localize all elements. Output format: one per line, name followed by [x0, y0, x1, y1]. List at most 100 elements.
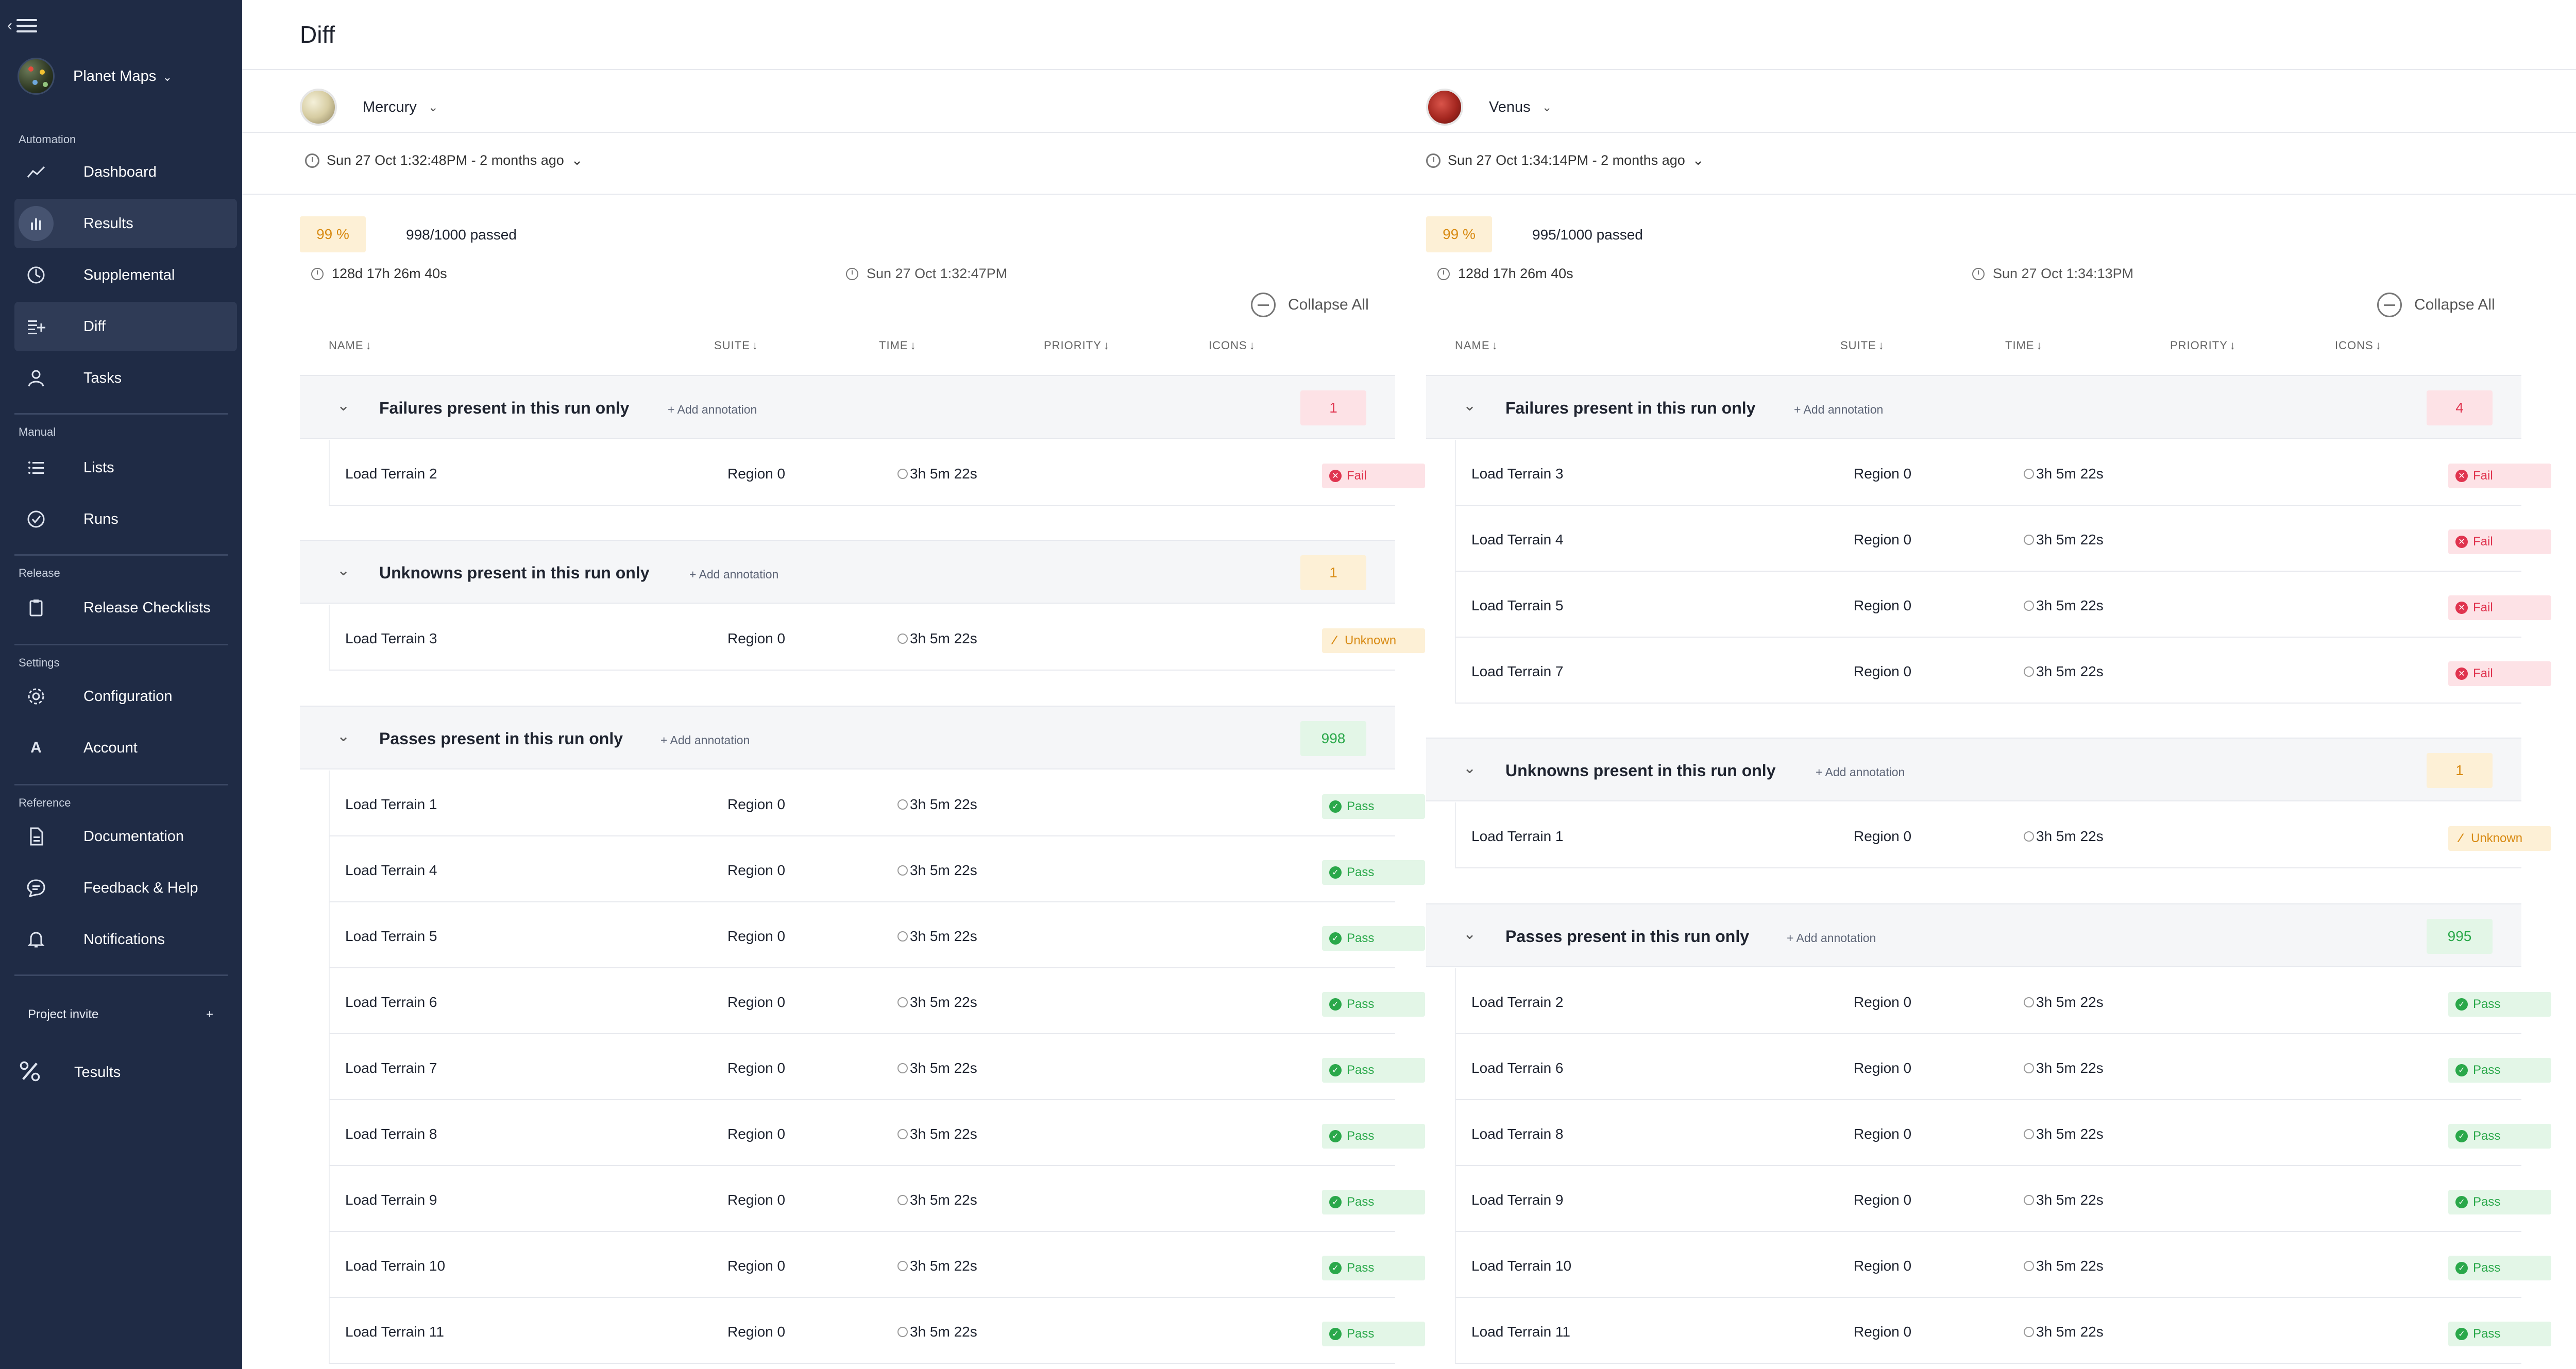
test-name[interactable]: Load Terrain 11 [345, 1324, 444, 1340]
sidebar-item-supplemental[interactable]: Supplemental [14, 250, 237, 300]
test-name[interactable]: Load Terrain 4 [1471, 532, 1564, 547]
test-name[interactable]: Load Terrain 1 [345, 796, 437, 812]
table-row[interactable]: Load Terrain 7 Region 0 3h 5m 22s ✓ Pass [329, 1034, 1425, 1100]
test-name[interactable]: Load Terrain 5 [345, 928, 437, 944]
test-name[interactable]: Load Terrain 11 [1471, 1324, 1570, 1340]
sidebar-toggle[interactable]: ‹ [7, 14, 43, 37]
chevron-down-icon[interactable]: ⌄ [1463, 760, 1477, 777]
table-row[interactable]: Load Terrain 1 Region 0 3h 5m 22s ✓ Pass [329, 771, 1425, 836]
collapse-all-button[interactable]: Collapse All [2377, 293, 2495, 317]
table-row[interactable]: Load Terrain 3 Region 0 3h 5m 22s ⁄ Unkno… [329, 605, 1425, 671]
gear-icon [14, 686, 58, 707]
group-title: Passes present in this run only [379, 729, 623, 748]
table-row[interactable]: Load Terrain 10 Region 0 3h 5m 22s ✓ Pass [329, 1232, 1425, 1298]
group-passes[interactable]: ⌄ Passes present in this run only + Add … [300, 706, 1395, 769]
run-selector[interactable]: Venus ⌄ [1426, 89, 1552, 126]
sidebar-item-feedback[interactable]: Feedback & Help [14, 863, 237, 913]
table-row[interactable]: Load Terrain 9 Region 0 3h 5m 22s ✓ Pass [329, 1166, 1425, 1232]
column-header-name[interactable]: NAME ↓ [1455, 339, 1498, 352]
sidebar-item-documentation[interactable]: Documentation [14, 812, 237, 861]
collapse-all-button[interactable]: Collapse All [1251, 293, 1369, 317]
sidebar-item-results[interactable]: Results [14, 199, 237, 248]
test-name[interactable]: Load Terrain 9 [1471, 1192, 1564, 1208]
test-name[interactable]: Load Terrain 10 [345, 1258, 446, 1274]
test-name[interactable]: Load Terrain 2 [345, 466, 437, 482]
sidebar-item-label: Diff [83, 318, 106, 335]
run-date-selector[interactable]: Sun 27 Oct 1:32:48PM - 2 months ago ⌄ [305, 152, 583, 168]
column-header-time[interactable]: TIME ↓ [2005, 339, 2043, 352]
group-failures[interactable]: ⌄ Failures present in this run only + Ad… [300, 375, 1395, 439]
test-name[interactable]: Load Terrain 9 [345, 1192, 437, 1208]
chevron-down-icon[interactable]: ⌄ [337, 397, 350, 414]
column-header-priority[interactable]: PRIORITY ↓ [2170, 339, 2236, 352]
chevron-down-icon[interactable]: ⌄ [1463, 926, 1477, 943]
sidebar-item-account[interactable]: A Account [14, 723, 237, 773]
sidebar-item-notifications[interactable]: Notifications [14, 915, 237, 964]
table-row[interactable]: Load Terrain 2 Region 0 3h 5m 22s ✕ Fail [329, 440, 1425, 506]
test-time: 3h 5m 22s [2036, 663, 2104, 679]
column-header-icons[interactable]: ICONS ↓ [2335, 339, 2382, 352]
chevron-down-icon[interactable]: ⌄ [337, 562, 350, 579]
test-name[interactable]: Load Terrain 1 [1471, 828, 1564, 844]
table-row[interactable]: Load Terrain 4 Region 0 3h 5m 22s ✕ Fail [1455, 506, 2551, 572]
column-header-time[interactable]: TIME ↓ [879, 339, 917, 352]
test-name[interactable]: Load Terrain 2 [1471, 994, 1564, 1010]
sidebar-item-configuration[interactable]: Configuration [14, 672, 237, 721]
group-unknowns[interactable]: ⌄ Unknowns present in this run only + Ad… [1426, 738, 2521, 801]
column-header-icons[interactable]: ICONS ↓ [1209, 339, 1256, 352]
column-header-priority[interactable]: PRIORITY ↓ [1044, 339, 1110, 352]
table-row[interactable]: Load Terrain 2 Region 0 3h 5m 22s ✓ Pass [1455, 968, 2551, 1034]
group-failures[interactable]: ⌄ Failures present in this run only + Ad… [1426, 375, 2521, 439]
sidebar-item-diff[interactable]: Diff [14, 302, 237, 351]
add-annotation-link[interactable]: + Add annotation [660, 733, 750, 747]
table-row[interactable]: Load Terrain 11 Region 0 3h 5m 22s ✓ Pass [1455, 1298, 2551, 1364]
check-circle-icon: ✓ [2455, 1196, 2468, 1208]
group-unknowns[interactable]: ⌄ Unknowns present in this run only + Ad… [300, 540, 1395, 604]
column-header-name[interactable]: NAME ↓ [329, 339, 372, 352]
test-name[interactable]: Load Terrain 7 [1471, 663, 1564, 679]
test-name[interactable]: Load Terrain 6 [1471, 1060, 1564, 1076]
sidebar-item-lists[interactable]: Lists [14, 443, 237, 492]
test-name[interactable]: Load Terrain 6 [345, 994, 437, 1010]
check-circle-icon: ✓ [2455, 1130, 2468, 1142]
project-invite[interactable]: Project invite + [28, 1007, 213, 1022]
test-name[interactable]: Load Terrain 8 [345, 1126, 437, 1142]
test-name[interactable]: Load Terrain 5 [1471, 597, 1564, 613]
table-row[interactable]: Load Terrain 5 Region 0 3h 5m 22s ✕ Fail [1455, 572, 2551, 638]
test-name[interactable]: Load Terrain 10 [1471, 1258, 1572, 1274]
table-row[interactable]: Load Terrain 1 Region 0 3h 5m 22s ⁄ Unkno… [1455, 802, 2551, 868]
add-annotation-link[interactable]: + Add annotation [1787, 931, 1876, 945]
table-row[interactable]: Load Terrain 9 Region 0 3h 5m 22s ✓ Pass [1455, 1166, 2551, 1232]
sidebar-item-tasks[interactable]: Tasks [14, 353, 237, 403]
test-name[interactable]: Load Terrain 8 [1471, 1126, 1564, 1142]
table-row[interactable]: Load Terrain 8 Region 0 3h 5m 22s ✓ Pass [329, 1100, 1425, 1166]
table-row[interactable]: Load Terrain 6 Region 0 3h 5m 22s ✓ Pass [329, 968, 1425, 1034]
table-row[interactable]: Load Terrain 5 Region 0 3h 5m 22s ✓ Pass [329, 902, 1425, 968]
add-annotation-link[interactable]: + Add annotation [1816, 765, 1905, 779]
test-name[interactable]: Load Terrain 4 [345, 862, 437, 878]
add-annotation-link[interactable]: + Add annotation [668, 403, 757, 416]
group-passes[interactable]: ⌄ Passes present in this run only + Add … [1426, 903, 2521, 967]
table-row[interactable]: Load Terrain 7 Region 0 3h 5m 22s ✕ Fail [1455, 638, 2551, 704]
table-row[interactable]: Load Terrain 8 Region 0 3h 5m 22s ✓ Pass [1455, 1100, 2551, 1166]
table-row[interactable]: Load Terrain 10 Region 0 3h 5m 22s ✓ Pass [1455, 1232, 2551, 1298]
table-row[interactable]: Load Terrain 4 Region 0 3h 5m 22s ✓ Pass [329, 836, 1425, 902]
sidebar-item-release-checklists[interactable]: Release Checklists [14, 583, 237, 632]
sidebar-item-dashboard[interactable]: Dashboard [14, 147, 237, 197]
chevron-down-icon[interactable]: ⌄ [1463, 397, 1477, 414]
run-date-selector[interactable]: Sun 27 Oct 1:34:14PM - 2 months ago ⌄ [1426, 152, 1704, 168]
table-row[interactable]: Load Terrain 6 Region 0 3h 5m 22s ✓ Pass [1455, 1034, 2551, 1100]
project-selector[interactable]: Planet Maps ⌄ [18, 58, 172, 95]
run-selector[interactable]: Mercury ⌄ [300, 89, 438, 126]
chevron-down-icon[interactable]: ⌄ [337, 728, 350, 745]
test-name[interactable]: Load Terrain 3 [1471, 466, 1564, 482]
column-header-suite[interactable]: SUITE ↓ [714, 339, 758, 352]
table-row[interactable]: Load Terrain 3 Region 0 3h 5m 22s ✕ Fail [1455, 440, 2551, 506]
test-name[interactable]: Load Terrain 7 [345, 1060, 437, 1076]
add-annotation-link[interactable]: + Add annotation [1794, 403, 1884, 416]
column-header-suite[interactable]: SUITE ↓ [1840, 339, 1885, 352]
table-row[interactable]: Load Terrain 11 Region 0 3h 5m 22s ✓ Pass [329, 1298, 1425, 1364]
add-annotation-link[interactable]: + Add annotation [689, 568, 779, 581]
test-name[interactable]: Load Terrain 3 [345, 630, 437, 646]
sidebar-item-runs[interactable]: Runs [14, 494, 237, 544]
